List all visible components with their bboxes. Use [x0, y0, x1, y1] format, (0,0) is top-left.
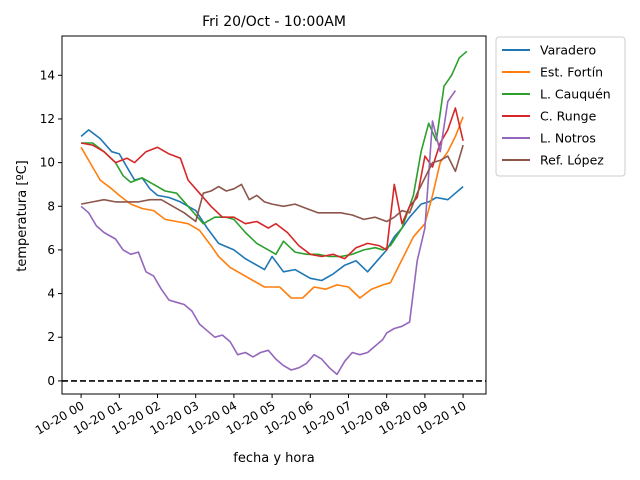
series-line-1 [80, 116, 464, 299]
plot-frame [61, 35, 487, 395]
series-line-2 [81, 50, 468, 258]
y-tick-label: 10 [40, 156, 55, 170]
y-tick-label: 12 [40, 112, 55, 126]
legend: Varadero Est. Fortín L. Cauquén C. Runge L. … [495, 36, 626, 177]
y-tick-label: 4 [47, 287, 55, 301]
y-tick-label: 6 [47, 243, 55, 257]
y-axis: 0 2 4 6 8 10 12 14 [40, 68, 62, 388]
legend-label: Varadero [540, 43, 596, 58]
legend-label: L. Cauquén [540, 87, 611, 102]
series-line-3 [80, 107, 464, 260]
legend-label: Est. Fortín [540, 65, 603, 80]
series-line-0 [80, 129, 464, 282]
y-tick-label: 0 [47, 374, 55, 388]
series-lines [80, 50, 468, 376]
legend-label: C. Runge [540, 109, 597, 124]
legend-label: Ref. López [540, 153, 604, 168]
plot-area [61, 35, 487, 395]
series-line-5 [80, 144, 464, 223]
y-tick-label: 14 [40, 68, 55, 82]
y-tick-label: 8 [47, 199, 55, 213]
legend-label: L. Notros [540, 131, 596, 146]
series-line-4 [80, 90, 457, 376]
x-axis-label: fecha y hora [233, 451, 314, 466]
y-axis-label: temperatura [ºC] [15, 160, 30, 271]
y-tick-label: 2 [47, 330, 55, 344]
chart-title: Fri 20/Oct - 10:00AM [202, 14, 346, 30]
